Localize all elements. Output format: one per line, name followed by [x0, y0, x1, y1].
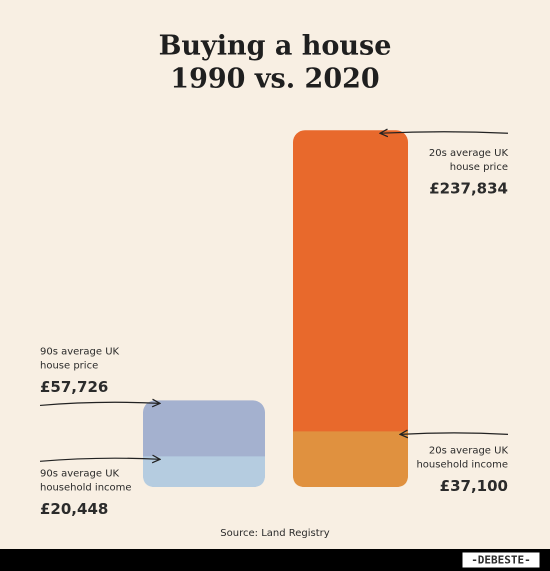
annotation: household income: [40, 482, 132, 493]
chart-title: Buying a house: [159, 31, 392, 62]
watermark-box: [461, 551, 541, 569]
bar: [293, 130, 408, 487]
footer-bar: [0, 549, 550, 571]
annotation: 90s average UK: [40, 468, 120, 479]
bar: [143, 456, 265, 487]
value-label: £20,448: [40, 500, 108, 518]
value-label: £37,100: [440, 477, 508, 495]
arrow: [39, 458, 160, 461]
annotation: house price: [450, 162, 508, 173]
annotation: household income: [416, 459, 508, 470]
annotation: 90s average UK: [40, 346, 120, 357]
value-label: £57,726: [40, 378, 108, 396]
arrow: [400, 433, 509, 435]
annotation: house price: [40, 360, 98, 371]
arrow: [380, 132, 509, 134]
annotation: 20s average UK: [429, 445, 509, 456]
bar: [293, 431, 408, 487]
watermark: -DEBESTE-: [471, 554, 531, 567]
value-label: £237,834: [429, 180, 508, 198]
annotation: 20s average UK: [429, 148, 509, 159]
source: Source: Land Registry: [220, 528, 329, 539]
background: [0, 0, 550, 549]
chart-title: 1990 vs. 2020: [170, 64, 379, 95]
arrow: [39, 402, 160, 405]
